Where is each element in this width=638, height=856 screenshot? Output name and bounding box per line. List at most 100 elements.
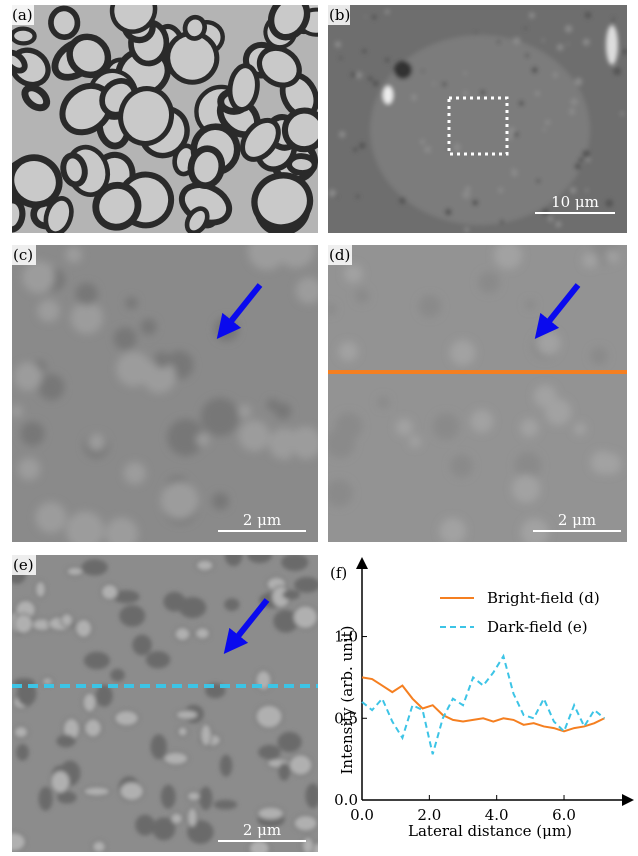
spot (35, 581, 46, 598)
speck (335, 195, 338, 198)
spot (187, 807, 197, 827)
spot (521, 519, 549, 547)
speck (500, 220, 504, 224)
spot (38, 374, 64, 400)
spot (196, 433, 209, 446)
spot (10, 405, 22, 417)
speck (422, 70, 424, 72)
speck (373, 80, 379, 86)
spot (83, 787, 110, 797)
speck (542, 208, 549, 215)
panel-label: (a) (12, 6, 33, 24)
spot (175, 627, 191, 641)
speck (542, 39, 545, 42)
spot (257, 807, 284, 820)
speck (555, 221, 561, 227)
image-bg (328, 245, 627, 542)
speck (463, 90, 468, 95)
speck (385, 9, 390, 14)
spot (525, 300, 535, 310)
spot (76, 283, 98, 305)
speck (574, 163, 581, 170)
spot (124, 462, 146, 484)
speck (613, 67, 621, 75)
speck (622, 49, 628, 55)
figure: 10 μm 2 μm 2 μm 2 μm (a) (b) (c) (d) (e)… (0, 0, 638, 852)
speck (351, 72, 357, 78)
spot (83, 693, 97, 713)
spot (14, 614, 33, 634)
spot (39, 788, 52, 811)
spot (338, 342, 357, 361)
spot (212, 493, 229, 510)
spot (478, 272, 500, 294)
spot (278, 733, 301, 752)
spot (512, 475, 540, 503)
spot (289, 754, 312, 775)
speck (548, 216, 553, 221)
spot (162, 785, 175, 808)
speck (475, 32, 477, 34)
speck (511, 168, 514, 171)
spot (494, 241, 522, 269)
spot (283, 591, 299, 599)
spot (111, 670, 124, 681)
spot (14, 726, 28, 738)
speck (424, 146, 431, 153)
spot (515, 452, 542, 479)
scale-label: 2 μm (558, 511, 596, 529)
spot (38, 300, 60, 322)
spot (20, 422, 44, 446)
spot (450, 455, 473, 478)
spot (355, 289, 370, 304)
speck (513, 37, 521, 45)
spot (325, 304, 336, 315)
spot (302, 837, 314, 852)
scale-label: 2 μm (243, 821, 281, 839)
speck (497, 40, 500, 43)
panel-label: (f) (330, 564, 347, 582)
panel-label: (e) (13, 556, 34, 574)
spot (151, 735, 166, 759)
speck (464, 71, 468, 75)
speck (524, 27, 527, 30)
spot (66, 511, 104, 549)
x-tick-label: 4.0 (485, 806, 509, 824)
spot (120, 782, 144, 801)
y-tick-label: 0.5 (334, 709, 358, 727)
spot (335, 412, 362, 439)
spot (35, 502, 66, 533)
spot (238, 405, 251, 418)
speck (339, 131, 346, 138)
speck (536, 179, 540, 183)
spot (195, 627, 210, 639)
speck (525, 54, 529, 58)
spot (377, 396, 389, 408)
spot (116, 352, 150, 386)
spot (590, 347, 607, 364)
spot (306, 784, 319, 807)
spot (276, 229, 315, 268)
speck (612, 20, 615, 23)
spot (200, 724, 211, 747)
speck (364, 16, 366, 18)
speck (565, 25, 573, 33)
speck (543, 128, 546, 131)
speck (420, 139, 425, 144)
spot (154, 352, 170, 368)
page: {"panels":[ {"label":"(a)"}, {"label":"(… (0, 0, 638, 852)
axon (50, 8, 78, 38)
spot (294, 815, 318, 831)
speck (445, 209, 452, 216)
speck (339, 56, 342, 59)
spot (163, 752, 188, 765)
spot (133, 635, 151, 654)
spot (105, 518, 138, 551)
speck (353, 147, 357, 151)
spot (175, 710, 198, 720)
axon (12, 28, 35, 43)
spot (18, 458, 40, 480)
x-axis-label: Lateral distance (μm) (408, 822, 572, 840)
micrograph (0, 0, 333, 243)
speck (569, 108, 576, 115)
